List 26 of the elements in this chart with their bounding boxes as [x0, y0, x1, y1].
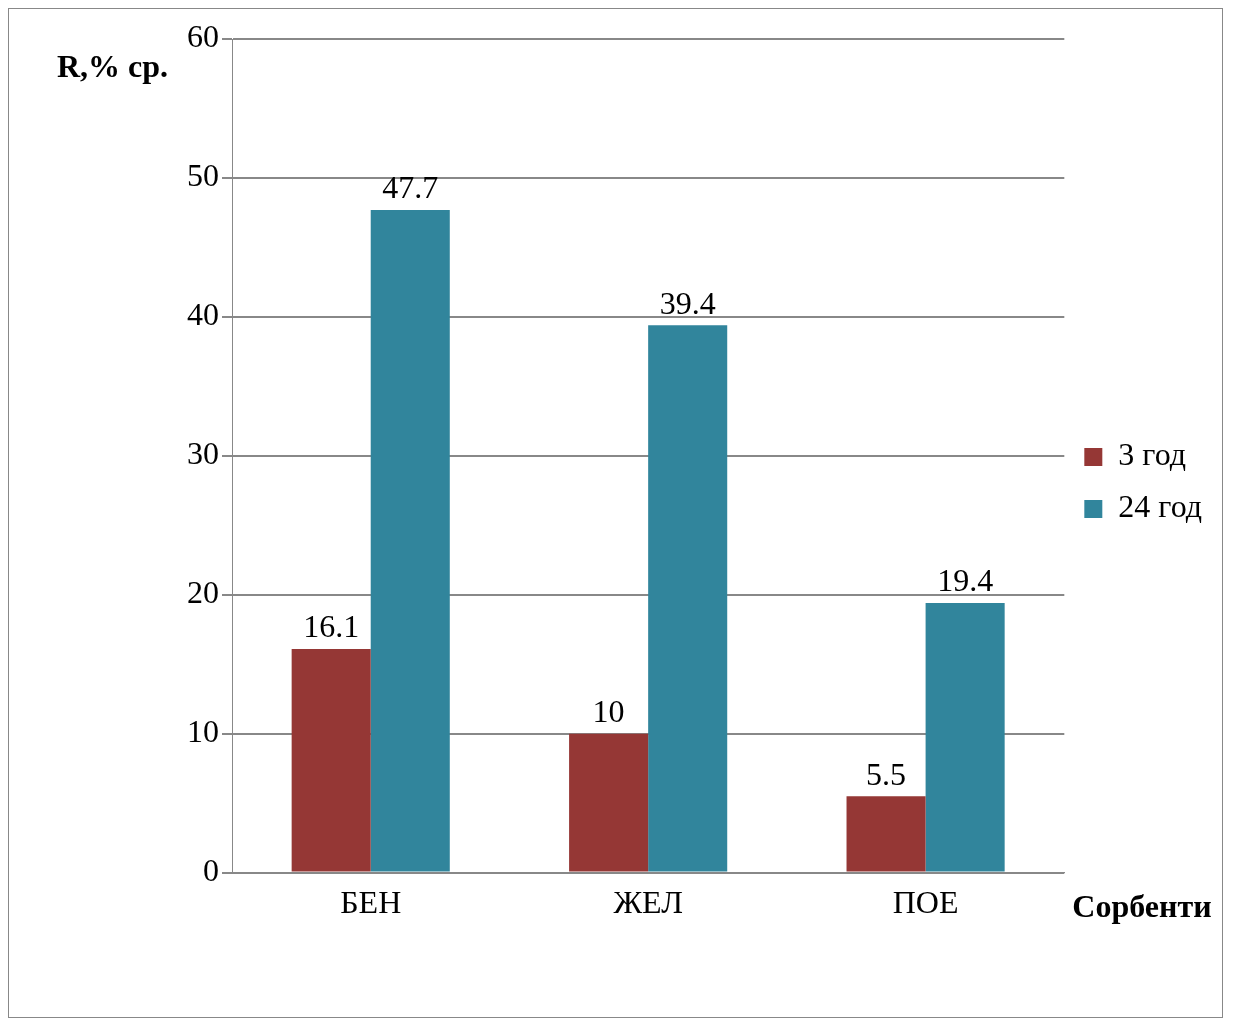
- y-tick-label: 40: [187, 296, 219, 333]
- bar: [925, 603, 1005, 872]
- x-tick-label: ЖЕЛ: [613, 884, 683, 921]
- data-label: 10: [592, 693, 625, 730]
- bar: [648, 325, 728, 872]
- x-axis-title: Сорбенти: [1072, 887, 1212, 924]
- y-tick-label: 30: [187, 435, 219, 472]
- data-label: 47.7: [382, 169, 439, 206]
- bar: [370, 209, 450, 872]
- bar: [846, 796, 926, 872]
- y-tick-label: 10: [187, 713, 219, 750]
- bar: [569, 733, 649, 872]
- x-tick-label: БЕН: [340, 884, 402, 921]
- legend-label: 3 год: [1118, 436, 1186, 473]
- data-label: 39.4: [659, 284, 716, 321]
- y-tick-label: 20: [187, 574, 219, 611]
- legend-label: 24 год: [1118, 488, 1202, 525]
- y-axis-title: R,% ср.: [56, 48, 168, 85]
- data-label: 19.4: [937, 562, 994, 599]
- y-tick-label: 50: [187, 157, 219, 194]
- data-label: 16.1: [303, 608, 360, 645]
- bar: [291, 648, 371, 872]
- data-label: 5.5: [866, 755, 907, 792]
- x-tick-label: ПОЕ: [892, 884, 959, 921]
- y-tick-label: 60: [187, 18, 219, 55]
- y-tick-label: 0: [203, 852, 219, 889]
